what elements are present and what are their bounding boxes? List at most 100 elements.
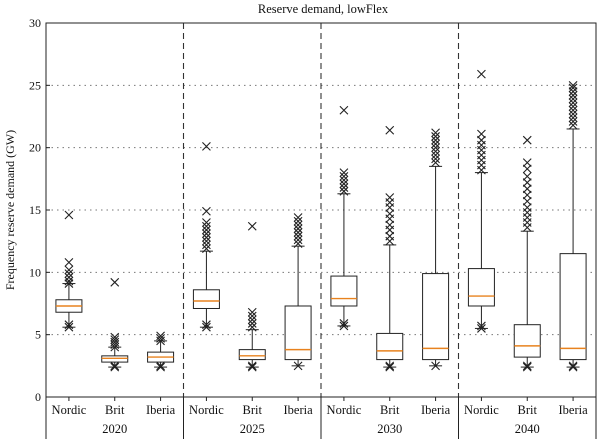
box-iberia-2040 [559, 80, 587, 372]
flier-point [339, 168, 349, 177]
flier-point [293, 361, 303, 371]
flier-point [64, 257, 74, 267]
flier-point [156, 331, 165, 341]
flier-point [202, 236, 211, 246]
flier-point [64, 279, 74, 288]
flier-point [385, 362, 395, 372]
x-tick-label: Iberia [146, 403, 176, 417]
flier-point [64, 276, 74, 286]
flier-point [110, 335, 120, 345]
flier-point [293, 228, 303, 237]
box-iberia-2020 [147, 331, 175, 372]
y-tick-label: 25 [29, 78, 41, 92]
iqr-box [330, 275, 358, 307]
flier-point [110, 332, 120, 342]
flier-point [202, 142, 211, 151]
flier-point [522, 203, 532, 212]
flier-point [202, 244, 211, 254]
flier-point [293, 235, 303, 245]
flier-point [202, 218, 211, 227]
flier-point [477, 69, 486, 79]
y-axis-label: Frequency reserve demand (GW) [3, 130, 17, 290]
chart-title: Reserve demand, lowFlex [258, 2, 389, 16]
flier-point [431, 139, 440, 149]
flier-point [156, 362, 165, 372]
flier-point [385, 361, 395, 371]
flier-point [110, 362, 120, 372]
flier-point [64, 272, 74, 282]
box-brit-2025 [238, 221, 266, 372]
flier-point [431, 361, 440, 371]
x-tick-label: Brit [518, 403, 538, 417]
flier-point [64, 265, 74, 275]
flier-point [64, 322, 74, 332]
y-tick-label: 20 [29, 141, 41, 155]
y-tick-label: 5 [35, 328, 41, 342]
iqr-box [284, 305, 312, 361]
flier-point [477, 321, 486, 331]
x-tick-label: Nordic [327, 403, 362, 417]
flier-point [568, 117, 578, 126]
flier-point [339, 319, 349, 328]
flier-point [339, 105, 349, 115]
flier-point [568, 90, 578, 100]
flier-point [339, 175, 349, 185]
flier-point [477, 324, 486, 333]
axes [45, 22, 597, 439]
flier-point [339, 321, 349, 331]
flier-point [522, 164, 532, 174]
box-nordic-2030 [330, 105, 358, 331]
flier-point [247, 319, 257, 328]
flier-point [247, 361, 257, 371]
flier-point [568, 109, 578, 119]
flier-point [431, 135, 440, 145]
flier-point [568, 113, 578, 123]
flier-point [431, 150, 440, 160]
flier-point [110, 361, 120, 371]
flier-point [568, 102, 578, 111]
flier-point [522, 158, 532, 168]
flier-point [247, 311, 257, 321]
x-tick-label: Iberia [559, 403, 589, 417]
iqr-box [559, 253, 587, 361]
box-nordic-2025 [192, 142, 220, 332]
flier-point [293, 231, 303, 241]
x-tick-label: Iberia [284, 403, 314, 417]
flier-point [477, 129, 486, 139]
flier-point [156, 361, 165, 371]
flier-point [568, 94, 578, 104]
flier-point [202, 229, 211, 239]
flier-point [385, 220, 395, 230]
flier-point [247, 307, 257, 317]
flier-point [431, 154, 440, 164]
flier-point [568, 98, 578, 108]
group-separators [182, 23, 460, 397]
group-label: 2020 [102, 422, 127, 436]
iqr-box [238, 349, 266, 361]
x-tick-label: Nordic [464, 403, 499, 417]
flier-point [202, 225, 211, 235]
iqr-box [192, 289, 220, 309]
group-label: 2030 [377, 422, 402, 436]
flier-point [247, 315, 257, 325]
box-nordic-2020 [55, 210, 83, 332]
flier-point [202, 322, 211, 332]
flier-point [385, 125, 395, 135]
flier-point [110, 277, 120, 287]
flier-point [385, 209, 395, 219]
group-label: 2025 [240, 422, 265, 436]
flier-point [568, 362, 578, 372]
flier-point [431, 147, 440, 156]
x-tick-label: Brit [105, 403, 125, 417]
iqr-box [467, 268, 495, 307]
flier-point [568, 120, 578, 130]
box-brit-2020 [101, 277, 129, 372]
iqr-box [376, 332, 404, 361]
y-tick-label: 0 [35, 390, 41, 404]
flier-point [202, 320, 211, 330]
flier-point [202, 233, 211, 242]
y-tick-label: 10 [29, 265, 41, 279]
flier-point [64, 210, 74, 220]
